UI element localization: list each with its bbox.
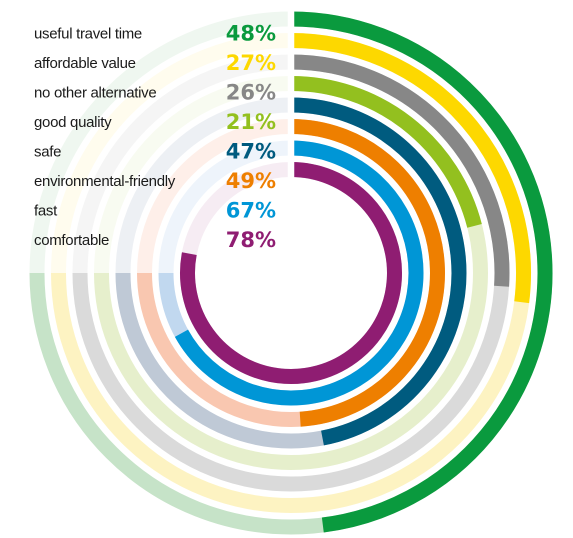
category-label-5: safe [34,144,61,161]
value-label-7: 67% [226,199,276,223]
label-quadrant-wash [28,10,291,273]
category-label-3: no other alternative [34,85,156,102]
category-label-8: comfortable [34,232,109,249]
value-label-8: 78% [226,228,276,252]
ring-value-arc-6 [290,119,445,427]
ring-value-arc-3 [290,54,510,287]
label-group: useful travel time 48% affordable value 27%… [34,22,276,253]
ring-value-arc-2 [290,33,531,304]
value-label-5: 47% [226,140,276,164]
category-label-2: affordable value [34,55,136,72]
category-label-1: useful travel time [34,26,142,43]
value-label-3: 26% [226,81,276,105]
value-label-4: 21% [226,110,276,134]
value-label-2: 27% [226,51,276,75]
ring-value-arc-1 [290,11,553,533]
ring-value-arc-7 [174,140,424,406]
category-label-6: environmental-friendly [34,173,176,190]
category-label-7: fast [34,203,58,220]
ring-value-arc-4 [290,76,482,228]
value-label-1: 48% [226,22,276,46]
category-label-4: good quality [34,114,112,131]
ring-group [28,10,553,535]
ring-value-arc-8 [180,162,402,384]
ring-value-arc-5 [290,97,467,446]
value-label-6: 49% [226,169,276,193]
